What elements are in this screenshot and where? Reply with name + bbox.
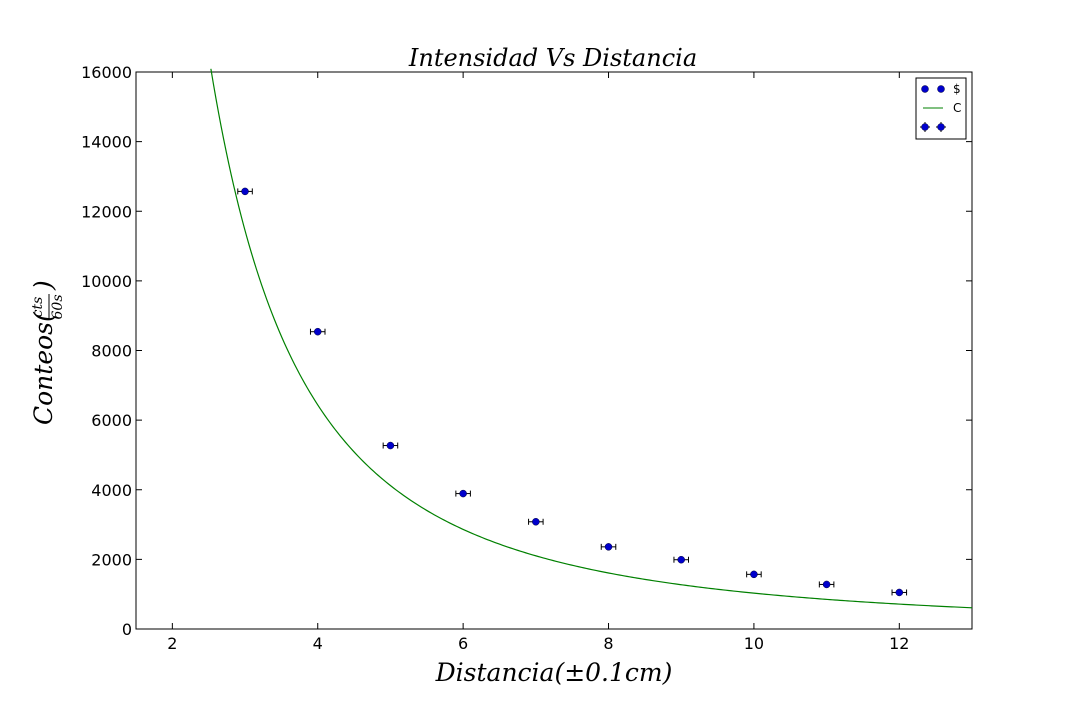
data-point	[455, 489, 471, 498]
y-tick-label: 12000	[81, 202, 132, 221]
point-marker	[677, 555, 685, 564]
x-tick-label: 4	[313, 634, 323, 653]
point-marker	[822, 580, 831, 589]
data-point	[528, 518, 544, 526]
y-tick-label: 2000	[91, 550, 132, 569]
data-point	[600, 543, 617, 551]
y-axis-label-denominator: 60s	[50, 295, 66, 320]
data-point	[891, 588, 908, 597]
y-tick-label: 4000	[91, 481, 132, 500]
x-tick-label: 6	[458, 634, 468, 653]
legend-entry-fit: C	[923, 101, 961, 115]
data-point	[382, 441, 399, 450]
legend-entry-errorbar	[920, 122, 946, 132]
y-tick-label: 14000	[81, 133, 132, 152]
data-point	[818, 580, 835, 589]
y-axis-label-numerator: cts	[30, 297, 46, 318]
data-point	[673, 555, 689, 564]
plot-area: 2 4 6 8 10 12 0 2000 4000 6000 8000 10000 12000 1400…	[81, 63, 973, 653]
y-tick-label: 16000	[81, 63, 132, 82]
point-marker	[532, 518, 540, 526]
y-tick-label: 10000	[81, 272, 132, 291]
data-points	[237, 187, 908, 597]
y-axis-label-suffix: )	[29, 280, 58, 291]
data-point	[237, 187, 253, 196]
point-marker	[313, 327, 322, 336]
x-tick-label: 2	[167, 634, 177, 653]
point-marker	[750, 570, 758, 579]
x-tick-label: 8	[603, 634, 613, 653]
legend-label-fit: C	[953, 101, 961, 115]
fit-layer	[210, 68, 973, 609]
fit-curve	[210, 68, 973, 609]
y-axis-label-prefix: Conteos(	[29, 311, 58, 425]
legend: $ C	[915, 77, 967, 140]
legend-entry-points: $	[921, 82, 961, 96]
point-marker	[459, 489, 467, 498]
plot-frame	[135, 71, 973, 630]
x-tick-label: 12	[889, 634, 909, 653]
x-tick-label: 10	[744, 634, 764, 653]
legend-marker-errorbar	[937, 123, 945, 131]
y-tick-label: 0	[122, 620, 132, 639]
y-tick-label: 8000	[91, 342, 132, 361]
y-axis-ticks: 0 2000 4000 6000 8000 10000 12000 14000 16000	[81, 63, 972, 639]
y-tick-label: 6000	[91, 411, 132, 430]
y-axis-label: Conteos( cts 60s )	[29, 280, 66, 425]
legend-marker-point	[937, 85, 945, 93]
legend-marker-point	[921, 85, 929, 93]
x-axis-label: Distancia(±0.1cm)	[435, 658, 673, 687]
x-axis-ticks: 2 4 6 8 10 12	[167, 72, 909, 653]
point-marker	[604, 543, 613, 551]
point-marker	[241, 187, 249, 196]
legend-marker-errorbar	[921, 123, 929, 131]
legend-label-points: $	[953, 82, 961, 96]
chart-title: Intensidad Vs Distancia	[408, 44, 697, 72]
point-marker	[895, 588, 904, 597]
point-marker	[386, 441, 395, 450]
data-point	[309, 327, 326, 336]
data-point	[746, 570, 762, 579]
